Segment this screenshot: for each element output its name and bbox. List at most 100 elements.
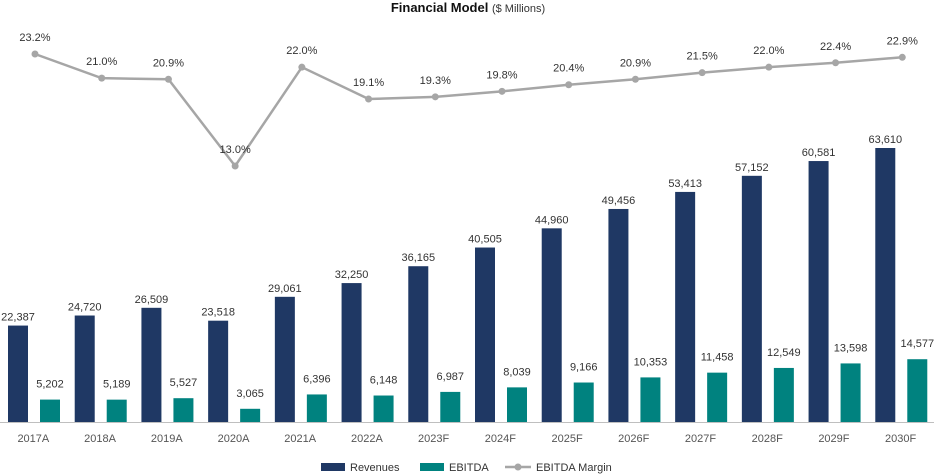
data-label-revenues: 22,387 (1, 312, 35, 324)
bar-revenues (8, 325, 28, 422)
data-label-ebitda: 13,598 (834, 342, 868, 354)
x-tick-label: 2019A (151, 433, 183, 445)
data-label-ebitda-margin: 20.4% (553, 63, 584, 75)
x-tick-label: 2023F (418, 433, 449, 445)
point-ebitda-margin (98, 74, 106, 82)
legend-label-revenues: Revenues (350, 462, 400, 474)
bar-revenues (808, 161, 829, 422)
legend-label-ebitda-margin: EBITDA Margin (536, 462, 612, 474)
chart-subtitle: ($ Millions) (491, 3, 546, 15)
bar-ebitda (507, 387, 527, 422)
data-label-revenues: 49,456 (602, 195, 636, 207)
bar-ebitda (106, 399, 127, 422)
data-label-ebitda-margin: 19.3% (420, 75, 451, 87)
bar-revenues (274, 296, 295, 422)
data-label-ebitda-margin: 21.0% (86, 56, 117, 68)
bar-revenues (475, 247, 495, 422)
data-label-ebitda: 6,396 (303, 373, 331, 385)
chart-title: Financial Model (390, 0, 489, 15)
bar-revenues (74, 315, 95, 422)
data-label-revenues: 23,518 (201, 307, 235, 319)
bar-revenues (141, 307, 162, 422)
data-label-ebitda-margin: 20.9% (620, 57, 651, 69)
point-ebitda-margin (231, 162, 239, 170)
data-label-ebitda-margin: 22.9% (887, 35, 918, 47)
data-label-ebitda: 11,458 (701, 352, 734, 364)
x-tick-label: 2030F (885, 433, 916, 445)
bar-ebitda (373, 395, 394, 422)
x-tick-label: 2025F (551, 433, 582, 445)
x-tick-label: 2021A (284, 433, 316, 445)
bar-ebitda (173, 398, 194, 422)
data-label-ebitda: 3,065 (236, 388, 264, 400)
legend-swatch-ebitda (420, 463, 444, 471)
data-label-ebitda: 6,148 (370, 375, 398, 387)
legend-label-ebitda: EBITDA (449, 462, 489, 474)
bar-revenues (541, 228, 562, 422)
bar-ebitda (306, 394, 327, 422)
bar-revenues (675, 191, 696, 422)
x-tick-label: 2026F (618, 433, 649, 445)
series-line-ebitda-margin (34, 52, 903, 169)
point-ebitda-margin (498, 87, 506, 95)
bar-ebitda (640, 377, 661, 422)
data-label-ebitda-margin: 21.5% (687, 51, 718, 63)
bar-ebitda (240, 408, 261, 422)
x-tick-label: 2022A (351, 433, 383, 445)
point-ebitda-margin (31, 50, 39, 58)
data-label-ebitda: 12,549 (767, 347, 801, 359)
bar-revenues (341, 283, 362, 422)
bar-revenues (875, 148, 896, 422)
data-label-revenues: 29,061 (268, 283, 302, 295)
data-label-ebitda-margin: 22.0% (286, 45, 317, 57)
data-label-ebitda-margin: 13.0% (220, 144, 251, 156)
data-label-ebitda-margin: 22.4% (820, 41, 851, 53)
x-tick-label: 2018A (84, 433, 116, 445)
x-tick-label: 2029F (818, 433, 849, 445)
point-ebitda-margin (832, 59, 840, 67)
data-label-revenues: 53,413 (668, 178, 702, 190)
point-ebitda-margin (631, 75, 639, 83)
x-tick-label: 2020A (218, 433, 250, 445)
data-label-revenues: 32,250 (335, 269, 369, 281)
bar-ebitda (840, 363, 861, 422)
data-label-ebitda: 6,987 (437, 371, 465, 383)
bar-revenues (608, 208, 629, 422)
bar-ebitda (440, 391, 461, 422)
bar-ebitda (573, 382, 594, 422)
bar-revenues (208, 320, 229, 422)
point-ebitda-margin (164, 75, 172, 83)
data-label-ebitda: 10,353 (634, 356, 668, 368)
legend-marker-ebitda-margin (514, 463, 522, 471)
data-label-ebitda: 5,527 (170, 377, 198, 389)
point-ebitda-margin (765, 63, 773, 71)
point-ebitda-margin (898, 53, 906, 61)
data-label-ebitda-margin: 23.2% (19, 32, 50, 44)
data-label-revenues: 44,960 (535, 214, 569, 226)
x-tick-label: 2028F (752, 433, 783, 445)
data-label-ebitda: 5,202 (36, 379, 64, 391)
x-tick-label: 2017A (17, 433, 49, 445)
data-label-revenues: 63,610 (868, 134, 902, 146)
data-label-ebitda: 8,039 (503, 366, 531, 378)
point-ebitda-margin (565, 81, 573, 89)
point-ebitda-margin (365, 95, 373, 103)
data-label-ebitda-margin: 19.8% (486, 69, 517, 81)
chart-title-block: Financial Model ($ Millions) (0, 0, 936, 15)
bar-revenues (741, 175, 762, 422)
data-label-ebitda: 5,189 (103, 379, 131, 391)
data-label-revenues: 24,720 (68, 302, 102, 314)
bar-ebitda (773, 367, 794, 422)
data-label-revenues: 36,165 (401, 252, 435, 264)
data-label-revenues: 57,152 (735, 162, 769, 174)
x-tick-label: 2027F (685, 433, 716, 445)
data-label-revenues: 40,505 (468, 234, 502, 246)
data-label-ebitda: 14,577 (900, 338, 934, 350)
legend-swatch-revenues (321, 463, 345, 471)
data-label-ebitda: 9,166 (570, 362, 598, 374)
data-label-ebitda-margin: 19.1% (353, 77, 384, 89)
data-label-ebitda-margin: 20.9% (153, 57, 184, 69)
x-tick-label: 2024F (485, 433, 516, 445)
